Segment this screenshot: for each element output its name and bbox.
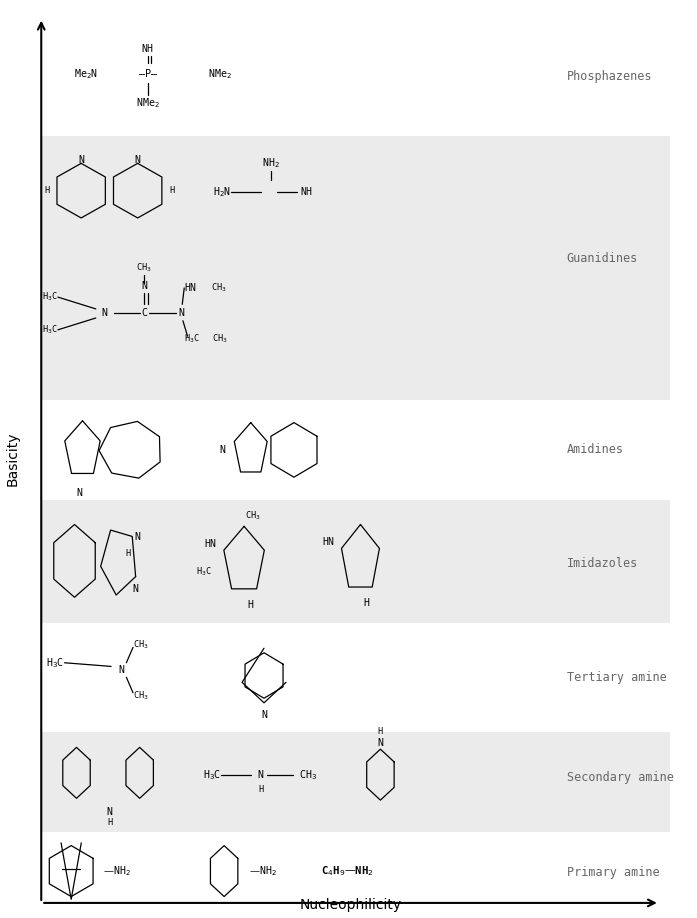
Text: Secondary amine: Secondary amine (567, 771, 673, 784)
Text: H$_3$C: H$_3$C (47, 655, 65, 669)
Text: H: H (44, 186, 49, 196)
Text: H$_3$C: H$_3$C (197, 565, 212, 577)
Text: H: H (247, 599, 254, 610)
Text: —NH$_2$: —NH$_2$ (103, 864, 131, 878)
Text: H: H (125, 550, 131, 558)
Text: N: N (135, 155, 141, 164)
Bar (41, 500, 670, 622)
Text: NH: NH (300, 187, 313, 197)
Text: H: H (169, 186, 175, 196)
Text: C: C (141, 308, 147, 319)
Text: Phosphazenes: Phosphazenes (567, 71, 652, 84)
Text: N: N (118, 665, 124, 675)
Text: N: N (102, 308, 107, 319)
Text: CH$_3$: CH$_3$ (299, 767, 317, 781)
Text: N: N (261, 710, 267, 720)
Text: H: H (107, 818, 112, 827)
Text: N: N (76, 487, 82, 498)
Text: H$_3$C: H$_3$C (42, 291, 58, 303)
Text: Tertiary amine: Tertiary amine (567, 671, 666, 684)
Text: Imidazoles: Imidazoles (567, 557, 638, 570)
Text: N: N (107, 807, 113, 817)
Text: N: N (220, 445, 225, 455)
Text: H: H (363, 598, 369, 608)
Bar (41, 732, 670, 832)
Text: N: N (258, 769, 263, 779)
Text: N: N (141, 281, 147, 291)
Text: N: N (178, 308, 184, 319)
Text: CH$_3$: CH$_3$ (210, 282, 227, 295)
Text: CH$_3$: CH$_3$ (212, 332, 228, 345)
Text: H$_3$C: H$_3$C (184, 332, 200, 345)
Text: N: N (377, 738, 383, 748)
Text: NH$_2$: NH$_2$ (262, 156, 279, 170)
Text: HN: HN (204, 539, 217, 549)
Text: NH: NH (141, 44, 153, 54)
Text: Basicity: Basicity (6, 431, 20, 487)
Text: N: N (132, 584, 138, 594)
Text: Amidines: Amidines (567, 443, 624, 456)
Bar (41, 136, 670, 400)
Text: —NH$_2$: —NH$_2$ (250, 864, 277, 878)
Text: C$_4$H$_9$—NH$_2$: C$_4$H$_9$—NH$_2$ (321, 864, 374, 878)
Text: H: H (378, 727, 383, 736)
Text: CH$_3$: CH$_3$ (137, 262, 152, 274)
Text: Primary amine: Primary amine (567, 867, 659, 879)
Text: H$_2$N: H$_2$N (213, 185, 231, 199)
Text: H: H (258, 785, 263, 794)
Text: CH$_3$: CH$_3$ (133, 689, 149, 701)
Text: N: N (78, 155, 84, 164)
Text: N: N (134, 532, 140, 542)
Text: Guanidines: Guanidines (567, 252, 638, 265)
Text: Me$_2$N: Me$_2$N (74, 67, 98, 81)
Text: HN: HN (184, 283, 197, 293)
Text: NMe$_2$: NMe$_2$ (136, 96, 160, 110)
Text: H$_3$C: H$_3$C (203, 767, 221, 781)
Text: CH$_3$: CH$_3$ (133, 638, 149, 651)
Text: NMe$_2$: NMe$_2$ (208, 67, 231, 81)
Text: H$_3$C: H$_3$C (42, 323, 58, 336)
Text: Nucleophilicity: Nucleophilicity (300, 898, 401, 912)
Text: HN: HN (323, 537, 335, 547)
Text: CH$_3$: CH$_3$ (245, 509, 261, 521)
Text: —P—: —P— (139, 69, 157, 79)
